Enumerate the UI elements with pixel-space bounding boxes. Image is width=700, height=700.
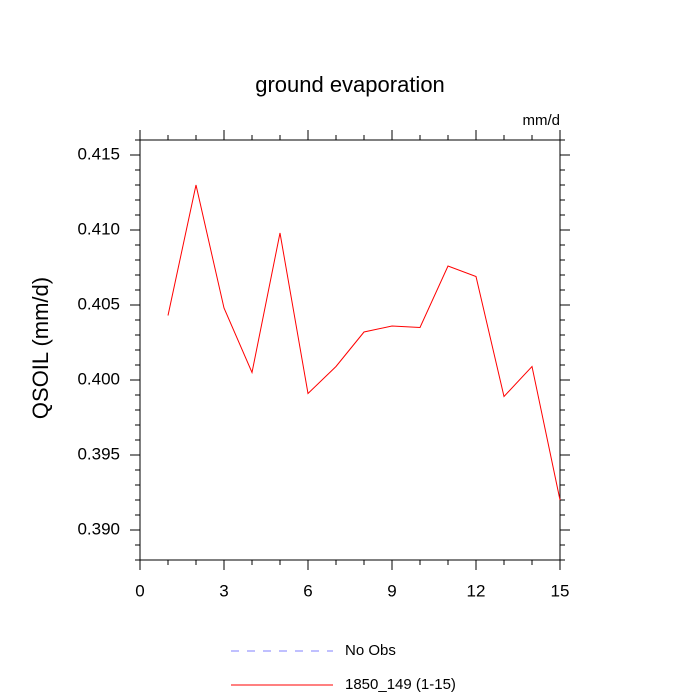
y-tick-label: 0.405: [77, 294, 120, 313]
legend-label: No Obs: [345, 642, 396, 659]
x-tick-label: 0: [135, 581, 144, 600]
units-label: mm/d: [523, 112, 561, 129]
x-tick-label: 6: [303, 581, 312, 600]
x-tick-label: 3: [219, 581, 228, 600]
x-tick-label: 12: [467, 581, 486, 600]
y-tick-label: 0.395: [77, 444, 120, 463]
x-tick-label: 15: [551, 581, 570, 600]
y-tick-label: 0.400: [77, 369, 120, 388]
chart-title: ground evaporation: [255, 72, 445, 97]
y-tick-label: 0.415: [77, 144, 120, 163]
legend-label: 1850_149 (1-15): [345, 676, 456, 693]
x-tick-label: 9: [387, 581, 396, 600]
y-axis-label: QSOIL (mm/d): [28, 277, 53, 419]
line-series: [167, 184, 561, 501]
y-tick-label: 0.390: [77, 519, 120, 538]
y-tick-label: 0.410: [77, 219, 120, 238]
